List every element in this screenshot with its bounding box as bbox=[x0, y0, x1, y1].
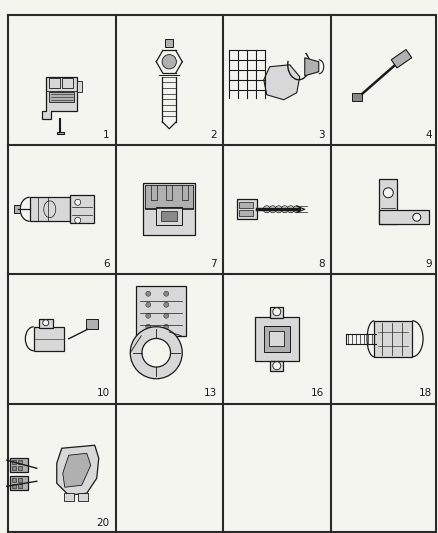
Bar bbox=[57, 132, 64, 134]
Polygon shape bbox=[305, 58, 319, 76]
Circle shape bbox=[293, 206, 300, 213]
Bar bbox=[166, 185, 173, 199]
Polygon shape bbox=[42, 77, 77, 119]
Polygon shape bbox=[63, 453, 91, 487]
Circle shape bbox=[164, 302, 169, 307]
Bar bbox=[379, 210, 429, 224]
Text: 13: 13 bbox=[204, 389, 217, 399]
Bar bbox=[18, 461, 22, 464]
Bar bbox=[239, 202, 253, 208]
Circle shape bbox=[75, 199, 81, 205]
Circle shape bbox=[273, 308, 281, 316]
Bar bbox=[49, 92, 74, 102]
Bar bbox=[255, 317, 299, 361]
Bar bbox=[264, 326, 290, 352]
Bar bbox=[162, 211, 177, 221]
Text: 4: 4 bbox=[425, 130, 432, 140]
Circle shape bbox=[146, 313, 151, 318]
Bar bbox=[165, 39, 173, 47]
Circle shape bbox=[287, 206, 294, 213]
Bar bbox=[34, 327, 64, 351]
Bar bbox=[12, 484, 16, 488]
Bar bbox=[151, 185, 157, 199]
Bar bbox=[145, 185, 193, 208]
Text: 7: 7 bbox=[210, 259, 217, 269]
Bar bbox=[156, 207, 182, 225]
Text: 6: 6 bbox=[103, 259, 110, 269]
Bar bbox=[64, 493, 74, 501]
Bar bbox=[70, 195, 94, 223]
Bar bbox=[39, 319, 53, 328]
Bar bbox=[77, 81, 82, 92]
Circle shape bbox=[43, 320, 49, 326]
Bar bbox=[12, 461, 16, 464]
Circle shape bbox=[275, 206, 282, 213]
Circle shape bbox=[164, 291, 169, 296]
Circle shape bbox=[162, 54, 177, 69]
Circle shape bbox=[130, 327, 182, 379]
Circle shape bbox=[146, 291, 151, 296]
Polygon shape bbox=[57, 445, 99, 495]
Circle shape bbox=[273, 362, 281, 370]
Circle shape bbox=[269, 206, 276, 213]
Bar bbox=[78, 493, 88, 501]
Circle shape bbox=[146, 324, 151, 329]
Text: 10: 10 bbox=[96, 389, 110, 399]
Text: 20: 20 bbox=[96, 518, 110, 528]
Bar bbox=[391, 50, 412, 68]
Bar bbox=[10, 477, 28, 490]
Text: 18: 18 bbox=[419, 389, 432, 399]
Bar bbox=[14, 205, 20, 213]
Text: 16: 16 bbox=[311, 389, 325, 399]
Bar bbox=[10, 458, 28, 472]
Bar bbox=[12, 466, 16, 470]
Text: 8: 8 bbox=[318, 259, 325, 269]
Circle shape bbox=[142, 338, 170, 367]
Circle shape bbox=[383, 188, 393, 198]
Bar bbox=[18, 466, 22, 470]
Circle shape bbox=[413, 213, 421, 221]
Bar bbox=[379, 179, 397, 224]
Bar bbox=[269, 331, 284, 346]
Bar bbox=[62, 78, 73, 88]
Bar bbox=[136, 286, 186, 336]
Bar bbox=[239, 210, 253, 216]
Bar bbox=[86, 319, 98, 329]
Circle shape bbox=[75, 217, 81, 223]
Bar bbox=[30, 197, 70, 221]
Bar bbox=[49, 78, 60, 88]
Text: 9: 9 bbox=[425, 259, 432, 269]
Circle shape bbox=[263, 206, 270, 213]
Polygon shape bbox=[264, 64, 300, 100]
Circle shape bbox=[281, 206, 288, 213]
Bar bbox=[270, 361, 283, 371]
Bar bbox=[374, 321, 412, 357]
Bar bbox=[18, 484, 22, 488]
Bar bbox=[270, 307, 283, 318]
Bar bbox=[143, 183, 195, 235]
Bar bbox=[237, 199, 257, 219]
Text: 2: 2 bbox=[210, 130, 217, 140]
Circle shape bbox=[164, 324, 169, 329]
Bar bbox=[182, 185, 188, 199]
Text: 3: 3 bbox=[318, 130, 325, 140]
Bar bbox=[352, 93, 362, 101]
Circle shape bbox=[164, 313, 169, 318]
Circle shape bbox=[146, 302, 151, 307]
Text: 1: 1 bbox=[103, 130, 110, 140]
Bar bbox=[18, 478, 22, 482]
Bar bbox=[12, 478, 16, 482]
